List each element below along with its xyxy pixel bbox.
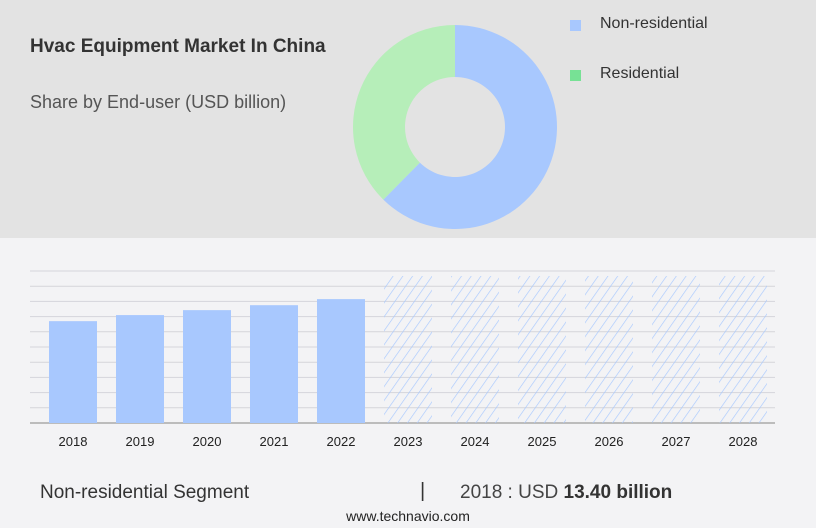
legend-non-residential: Non-residential bbox=[570, 15, 770, 37]
x-tick-label: 2027 bbox=[662, 434, 691, 449]
x-tick-label: 2025 bbox=[528, 434, 557, 449]
forecast-bar-2023 bbox=[384, 276, 432, 423]
forecast-bar-2025 bbox=[518, 276, 566, 423]
bar-2020 bbox=[183, 310, 231, 423]
forecast-bar-2027 bbox=[652, 276, 700, 423]
legend-residential: Residential bbox=[570, 65, 770, 87]
x-tick-label: 2021 bbox=[260, 434, 289, 449]
bar-2022 bbox=[317, 299, 365, 423]
separator: | bbox=[420, 480, 426, 502]
segment-value: 2018 : USD 13.40 billion bbox=[460, 482, 672, 504]
forecast-bar-2026 bbox=[585, 276, 633, 423]
bars bbox=[49, 276, 767, 423]
x-tick-label: 2023 bbox=[394, 434, 423, 449]
x-tick-label: 2028 bbox=[729, 434, 758, 449]
donut-slice-residential bbox=[353, 25, 455, 200]
legend-swatch bbox=[570, 70, 581, 81]
bar-2019 bbox=[116, 315, 164, 423]
segment-label: Non-residential Segment bbox=[40, 482, 250, 503]
legend-swatch bbox=[570, 20, 581, 31]
x-tick-label: 2019 bbox=[126, 434, 155, 449]
legend-label: Non-residential bbox=[600, 15, 708, 32]
donut-chart bbox=[353, 25, 557, 229]
forecast-bar-2024 bbox=[451, 276, 499, 423]
bar-2018 bbox=[49, 321, 97, 423]
x-tick-label: 2022 bbox=[327, 434, 356, 449]
value-amount: 13.40 billion bbox=[563, 482, 673, 503]
website: www.technavio.com bbox=[346, 508, 470, 524]
x-tick-label: 2020 bbox=[193, 434, 222, 449]
x-axis-ticks: 2018 2019 2020 2021 2022 2023 2024 2025 2026 2027… bbox=[59, 434, 758, 449]
legend-label: Residential bbox=[600, 65, 680, 82]
chart-title: Hvac Equipment Market In China bbox=[30, 36, 326, 57]
x-tick-label: 2024 bbox=[461, 434, 490, 449]
forecast-bar-2028 bbox=[719, 276, 767, 423]
value-prefix: 2018 : USD bbox=[460, 482, 559, 503]
donut-slice-non-residential bbox=[383, 25, 557, 229]
x-tick-label: 2018 bbox=[59, 434, 88, 449]
bar-2021 bbox=[250, 305, 298, 423]
x-tick-label: 2026 bbox=[595, 434, 624, 449]
chart-subtitle: Share by End-user (USD billion) bbox=[30, 92, 287, 112]
